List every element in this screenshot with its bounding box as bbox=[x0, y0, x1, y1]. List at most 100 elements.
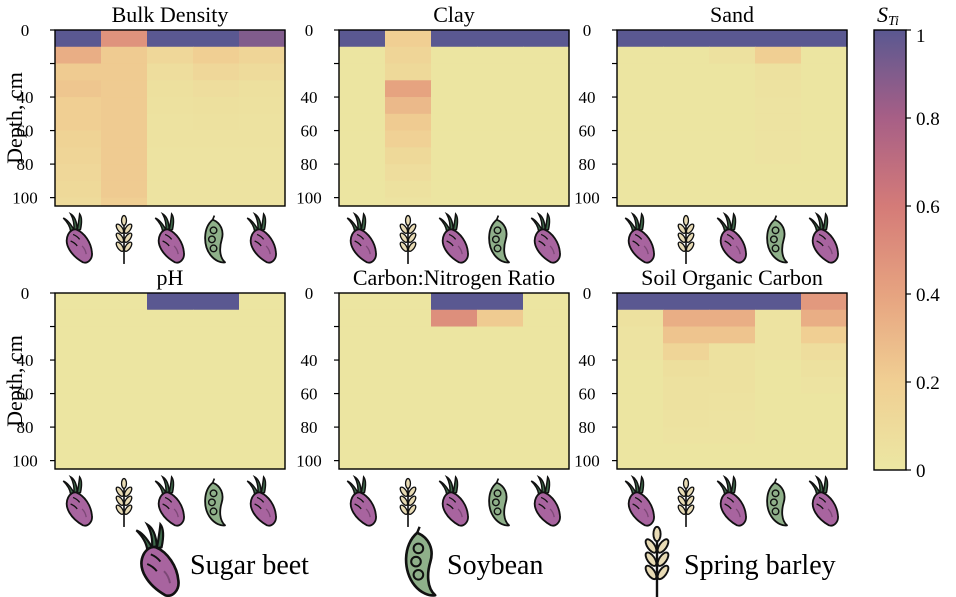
heatmap-cell bbox=[193, 393, 240, 411]
heatmap-cell bbox=[147, 326, 194, 344]
heatmap-cell bbox=[147, 164, 194, 182]
heatmap-cell bbox=[385, 147, 432, 165]
heatmap-cell bbox=[801, 130, 848, 148]
heatmap-cell bbox=[147, 293, 194, 311]
depth-tick-label: 80 bbox=[301, 418, 318, 437]
panel-frame bbox=[616, 292, 848, 470]
depth-tick-label: 0 bbox=[21, 21, 30, 40]
sugar-beet-icon bbox=[530, 213, 561, 264]
heatmap-cell bbox=[101, 309, 148, 328]
sugar-beet-icon bbox=[62, 213, 93, 264]
panel-3: pH 0 40 60 80 100 Depth, cm bbox=[2, 265, 286, 471]
panel-title: Carbon:Nitrogen Ratio bbox=[353, 265, 555, 290]
heatmap-cell bbox=[239, 460, 286, 470]
heatmap-cell bbox=[431, 197, 478, 207]
sugar-beet-icon bbox=[62, 476, 93, 527]
heatmap-cell bbox=[709, 293, 756, 311]
heatmap-cell bbox=[801, 443, 848, 462]
heatmap-cell bbox=[147, 376, 194, 395]
heatmap-cell bbox=[431, 376, 478, 395]
heatmap-cell bbox=[147, 343, 194, 361]
heatmap-cell bbox=[239, 410, 286, 428]
heatmap-cell bbox=[477, 80, 524, 98]
heatmap-cell bbox=[663, 343, 710, 361]
sugar-beet-icon bbox=[246, 476, 277, 527]
heatmap-cell bbox=[801, 293, 848, 311]
heatmap-cell bbox=[477, 46, 524, 65]
heatmap-cell bbox=[55, 180, 102, 199]
heatmap-cell bbox=[55, 30, 102, 48]
heatmap-cell bbox=[617, 30, 664, 48]
heatmap-cell bbox=[755, 113, 802, 132]
heatmap-cell bbox=[663, 180, 710, 199]
heatmap-cell bbox=[617, 80, 664, 98]
heatmap-cell bbox=[147, 443, 194, 462]
depth-tick-label: 40 bbox=[579, 88, 596, 107]
heatmap-cell bbox=[239, 63, 286, 81]
heatmap-cell bbox=[193, 293, 240, 311]
heatmap-cell bbox=[55, 410, 102, 428]
heatmap-cell bbox=[477, 309, 524, 328]
heatmap-cell bbox=[523, 30, 570, 48]
heatmap-cell bbox=[385, 410, 432, 428]
heatmap-cell bbox=[55, 460, 102, 470]
heatmap-cell bbox=[709, 30, 756, 48]
depth-tick-label: 40 bbox=[579, 351, 596, 370]
colorbar-gradient bbox=[873, 29, 907, 471]
heatmap-cell bbox=[339, 63, 386, 81]
heatmap-cell bbox=[617, 46, 664, 65]
heatmap-cell bbox=[55, 164, 102, 182]
y-axis-label: Depth, cm bbox=[2, 335, 27, 427]
depth-tick-label: 60 bbox=[17, 122, 34, 141]
heatmap-cell bbox=[663, 63, 710, 81]
heatmap-cell bbox=[801, 147, 848, 165]
heatmap-cell bbox=[385, 460, 432, 470]
heatmap-cell bbox=[339, 164, 386, 182]
heatmap-cell bbox=[523, 46, 570, 65]
depth-tick-label: 60 bbox=[579, 122, 596, 141]
heatmap-cell bbox=[431, 97, 478, 115]
heatmap-cell bbox=[755, 460, 802, 470]
heatmap-cell bbox=[385, 443, 432, 462]
heatmap-cell bbox=[385, 197, 432, 207]
heatmap-cell bbox=[617, 130, 664, 148]
heatmap-cell bbox=[55, 46, 102, 65]
spring-barley-icon bbox=[676, 477, 696, 528]
heatmap-cell bbox=[755, 293, 802, 311]
legend-soybean-icon bbox=[404, 525, 437, 597]
heatmap-cell bbox=[55, 427, 102, 445]
heatmap-cell bbox=[193, 130, 240, 148]
heatmap-cell bbox=[523, 97, 570, 115]
heatmap-cell bbox=[239, 180, 286, 199]
heatmap-cell bbox=[339, 376, 386, 395]
sugar-beet-icon bbox=[154, 476, 185, 527]
heatmap-cell bbox=[663, 80, 710, 98]
depth-tick-label: 60 bbox=[579, 385, 596, 404]
colorbar-tick-label: 0 bbox=[916, 461, 926, 482]
heatmap-cell bbox=[663, 197, 710, 207]
heatmap-cell bbox=[147, 147, 194, 165]
heatmap-cell bbox=[239, 309, 286, 328]
heatmap-cell bbox=[431, 164, 478, 182]
heatmap-cell bbox=[663, 164, 710, 182]
legend-label-soybean: Soybean bbox=[447, 550, 543, 581]
heatmap-cell bbox=[101, 376, 148, 395]
depth-tick-label: 40 bbox=[17, 351, 34, 370]
heatmap-cell bbox=[617, 293, 664, 311]
sugar-beet-icon bbox=[246, 213, 277, 264]
heatmap-cell bbox=[477, 326, 524, 344]
heatmap-cell bbox=[339, 30, 386, 48]
heatmap-cell bbox=[709, 180, 756, 199]
heatmap-cell bbox=[55, 97, 102, 115]
heatmap-cell bbox=[193, 410, 240, 428]
heatmap-cell bbox=[523, 427, 570, 445]
soybean-icon bbox=[766, 477, 788, 527]
heatmap-cell bbox=[709, 80, 756, 98]
heatmap-cell bbox=[339, 80, 386, 98]
heatmap-cell bbox=[709, 130, 756, 148]
heatmap-cell bbox=[801, 113, 848, 132]
heatmap-cell bbox=[101, 443, 148, 462]
soybean-icon bbox=[766, 214, 788, 264]
heatmap-cell bbox=[431, 460, 478, 470]
heatmap-cell bbox=[339, 360, 386, 378]
